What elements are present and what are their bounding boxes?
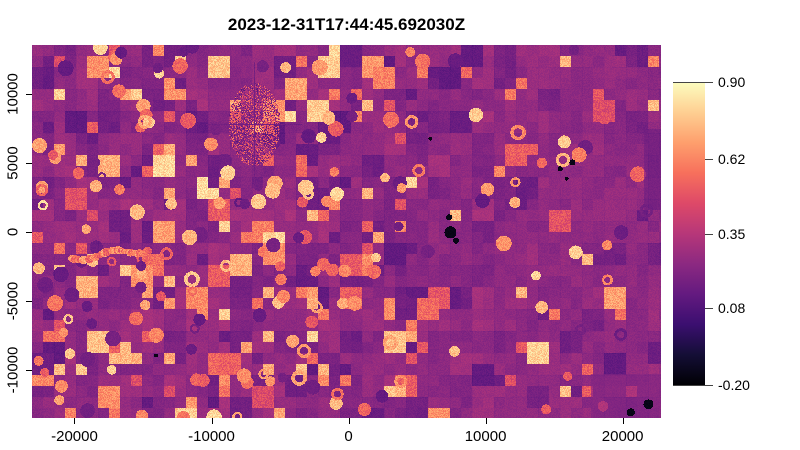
colorbar-tick-mark [673,82,713,83]
raster-map [32,45,661,418]
colorbar-tick-label: -0.20 [718,377,750,393]
x-tick-mark [348,418,350,424]
colorbar-tick-mark [673,385,713,386]
colorbar-tick-label: 0.90 [718,74,746,90]
x-tick-label: 0 [344,428,353,445]
y-tick-mark [26,162,32,164]
x-tick-mark [622,418,624,424]
colorbar-gradient [673,82,705,385]
x-tick-label: -20000 [51,428,98,445]
colorbar-tick-mark [705,159,713,161]
y-tick-label: -10000 [4,346,22,394]
y-tick-mark [26,300,32,302]
x-tick-label: 10000 [464,428,507,445]
colorbar-tick-label: 0.35 [718,225,746,242]
y-tick-label: 0 [4,227,22,237]
x-tick-mark [211,418,213,424]
x-tick-mark [74,418,76,424]
x-tick-label: -10000 [188,428,235,445]
plot-title: 2023-12-31T17:44:45.692030Z [227,15,466,34]
x-tick-label: 20000 [601,428,644,445]
colorbar-tick-mark [705,307,713,309]
y-tick-label: 5000 [4,146,22,180]
x-tick-mark [485,418,487,424]
colorbar-tick-mark [705,233,713,235]
y-tick-mark [26,93,32,95]
colorbar-tick-label: 0.08 [718,299,746,316]
y-tick-mark [26,369,32,371]
y-tick-mark [26,231,32,233]
y-tick-label: -5000 [4,281,22,320]
colorbar-tick-label: 0.62 [718,151,746,168]
y-tick-label: 10000 [4,73,22,115]
